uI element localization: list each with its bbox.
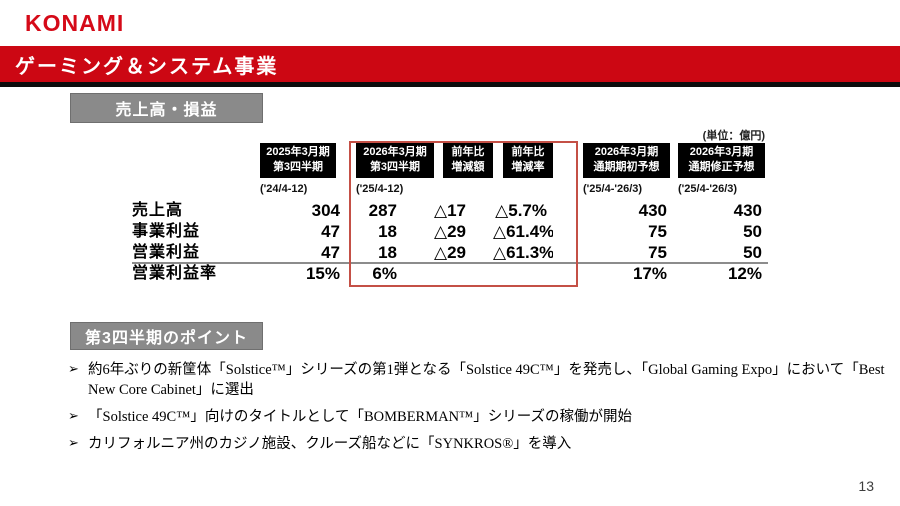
- bullet-text: 「Solstice 49C™」向けのタイトルとして「BOMBERMAN™」シリー…: [88, 409, 633, 425]
- period-sublabel: [493, 178, 553, 200]
- table-value: 287: [368, 201, 397, 220]
- row-label-operating-profit: 営業利益: [132, 244, 201, 261]
- list-item: ➢ カリフォルニア州のカジノ施設、クルーズ船などに「SYNKROS®」を導入: [68, 434, 886, 454]
- table-value: 6%: [372, 264, 397, 283]
- table-value: 430: [733, 201, 762, 220]
- column-header-line: 通期修正予想: [688, 161, 755, 173]
- table-value: 12%: [727, 264, 762, 283]
- section-banner-title: ゲーミング＆システム事業: [15, 55, 279, 78]
- row-label-net-revenue: 売上高: [132, 202, 184, 219]
- table-value: 17%: [632, 264, 667, 283]
- column-header-line: 前年比: [511, 146, 545, 158]
- table-value: 304: [311, 201, 340, 220]
- column-header-yoy-rate: 前年比 増減率: [493, 143, 553, 178]
- table-value: 430: [638, 201, 667, 220]
- table-value: △17: [434, 201, 466, 220]
- column-header-line: 増減率: [511, 161, 545, 173]
- table-value: [434, 263, 493, 284]
- period-sublabel: ('25/4-'26/3): [678, 183, 738, 195]
- bullet-text: カリフォルニア州のカジノ施設、クルーズ船などに「SYNKROS®」を導入: [88, 436, 572, 452]
- table-value: 15%: [305, 264, 340, 283]
- bullet-arrow-icon: ➢: [68, 409, 79, 424]
- financials-heading-box: 売上高・損益: [70, 93, 263, 123]
- table-divider-line: [132, 262, 768, 264]
- financial-table: 2025年3月期 第3四半期 2026年3月期 第3四半期 前年比 増減額 前年…: [130, 141, 778, 291]
- page-number: 13: [858, 478, 874, 494]
- period-sublabel: ('25/4-12): [356, 183, 404, 195]
- column-header-line: 第3四半期: [369, 161, 421, 173]
- column-header-line: 通期期初予想: [593, 161, 660, 173]
- column-header-fy26-initial-forecast: 2026年3月期 通期期初予想: [553, 143, 670, 178]
- table-value: △29: [434, 222, 466, 241]
- table-value: △61.3%: [493, 243, 553, 262]
- section-banner: ゲーミング＆システム事業: [0, 46, 900, 87]
- bullet-text: 約6年ぶりの新筐体「Solstice™」シリーズの第1弾となる「Solstice…: [88, 362, 885, 398]
- list-item: ➢ 「Solstice 49C™」向けのタイトルとして「BOMBERMAN™」シ…: [68, 407, 886, 427]
- column-header-fy26-revised-forecast: 2026年3月期 通期修正予想: [670, 143, 765, 178]
- column-header-line: 前年比: [451, 146, 485, 158]
- table-value: 75: [648, 243, 667, 262]
- column-header-line: 2026年3月期: [363, 146, 427, 158]
- column-header-fy26q3: 2026年3月期 第3四半期: [340, 143, 434, 178]
- row-label-operating-margin: 営業利益率: [132, 265, 218, 282]
- column-header-yoy-amount: 前年比 増減額: [434, 143, 493, 178]
- column-header-fy25q3: 2025年3月期 第3四半期: [256, 143, 340, 178]
- table-value: 47: [321, 222, 340, 241]
- points-heading-label: 第3四半期のポイント: [85, 330, 248, 347]
- financials-heading-label: 売上高・損益: [115, 102, 218, 119]
- period-sublabel: [434, 178, 493, 200]
- konami-logo: KONAMI: [25, 10, 125, 36]
- table-value: △5.7%: [495, 201, 547, 220]
- table-value: 75: [648, 222, 667, 241]
- table-value: 18: [378, 243, 397, 262]
- column-header-line: 第3四半期: [272, 161, 324, 173]
- column-header-line: 2026年3月期: [594, 146, 659, 158]
- period-sublabel: ('25/4-'26/3): [583, 183, 643, 195]
- bullet-arrow-icon: ➢: [68, 362, 79, 377]
- list-item: ➢ 約6年ぶりの新筐体「Solstice™」シリーズの第1弾となる「Solsti…: [68, 360, 886, 400]
- table-value: 50: [743, 222, 762, 241]
- unit-note: (単位：億円): [702, 130, 765, 142]
- table-value: 50: [743, 243, 762, 262]
- table-value: 47: [321, 243, 340, 262]
- table-corner-cell: [130, 143, 256, 178]
- points-list: ➢ 約6年ぶりの新筐体「Solstice™」シリーズの第1弾となる「Solsti…: [68, 360, 886, 461]
- column-header-line: 2026年3月期: [689, 146, 754, 158]
- points-heading-box: 第3四半期のポイント: [70, 322, 263, 350]
- period-sublabel: ('24/4-12): [260, 183, 308, 195]
- column-header-line: 増減額: [451, 161, 485, 173]
- table-value: △29: [434, 243, 466, 262]
- bullet-arrow-icon: ➢: [68, 436, 79, 451]
- table-value: [493, 263, 553, 284]
- table-value: △61.4%: [493, 222, 553, 241]
- table-value: 18: [378, 222, 397, 241]
- column-header-line: 2025年3月期: [266, 146, 330, 158]
- row-label-business-profit: 事業利益: [132, 223, 201, 240]
